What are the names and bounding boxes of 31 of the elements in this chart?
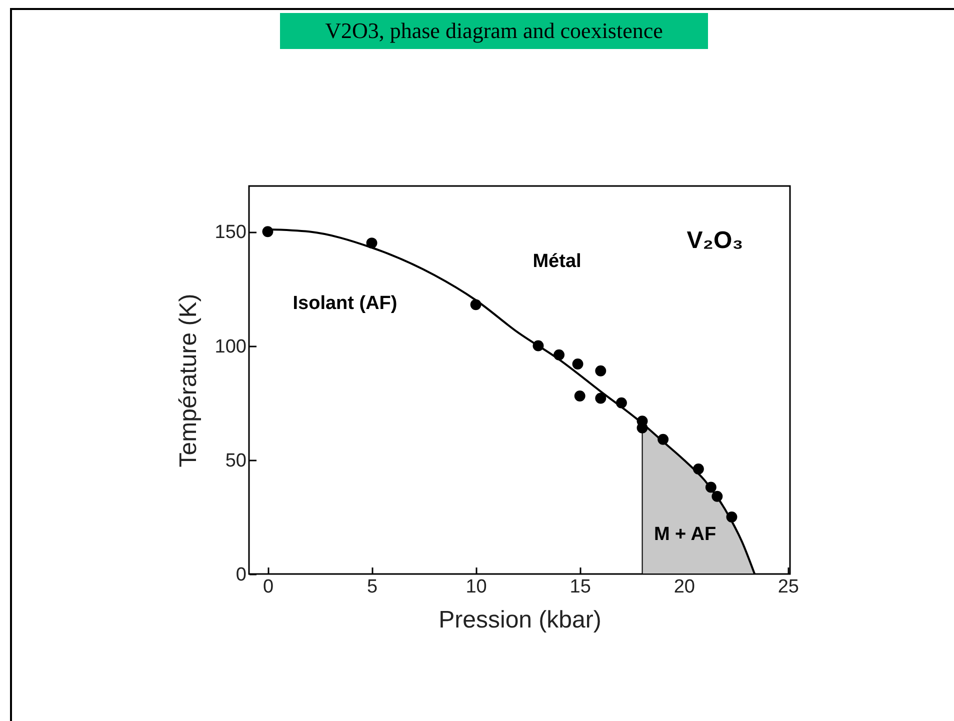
x-tick-label: 10 xyxy=(466,576,487,598)
y-tick-label: 100 xyxy=(214,336,246,358)
point xyxy=(574,390,586,402)
point xyxy=(705,482,716,493)
x-axis-title: Pression (kbar) xyxy=(438,606,602,634)
annotation: Isolant (AF) xyxy=(292,293,398,314)
point xyxy=(366,238,378,249)
point xyxy=(616,397,627,408)
x-tick-label: 25 xyxy=(778,576,799,598)
point xyxy=(658,434,669,445)
x-tick-label: 20 xyxy=(674,576,695,598)
point xyxy=(692,464,704,474)
annotation: M + AF xyxy=(654,524,716,545)
point xyxy=(262,226,274,238)
point xyxy=(712,490,723,502)
point xyxy=(532,340,544,352)
x-tick-label: 5 xyxy=(366,576,378,598)
y-axis-title: Température (K) xyxy=(174,294,202,468)
annotation: Métal xyxy=(532,251,582,272)
point xyxy=(726,511,738,522)
point xyxy=(470,299,482,310)
annotation: V₂O₃ xyxy=(686,227,744,254)
point xyxy=(595,392,606,404)
y-tick-label: 50 xyxy=(225,450,246,472)
point xyxy=(554,349,565,360)
x-tick-label: 0 xyxy=(262,576,274,598)
x-tick-label: 15 xyxy=(570,576,591,598)
point xyxy=(595,365,606,376)
point xyxy=(572,358,584,370)
chart-title: V2O3, phase diagram and coexistence xyxy=(280,13,708,49)
y-tick-label: 150 xyxy=(214,222,246,244)
